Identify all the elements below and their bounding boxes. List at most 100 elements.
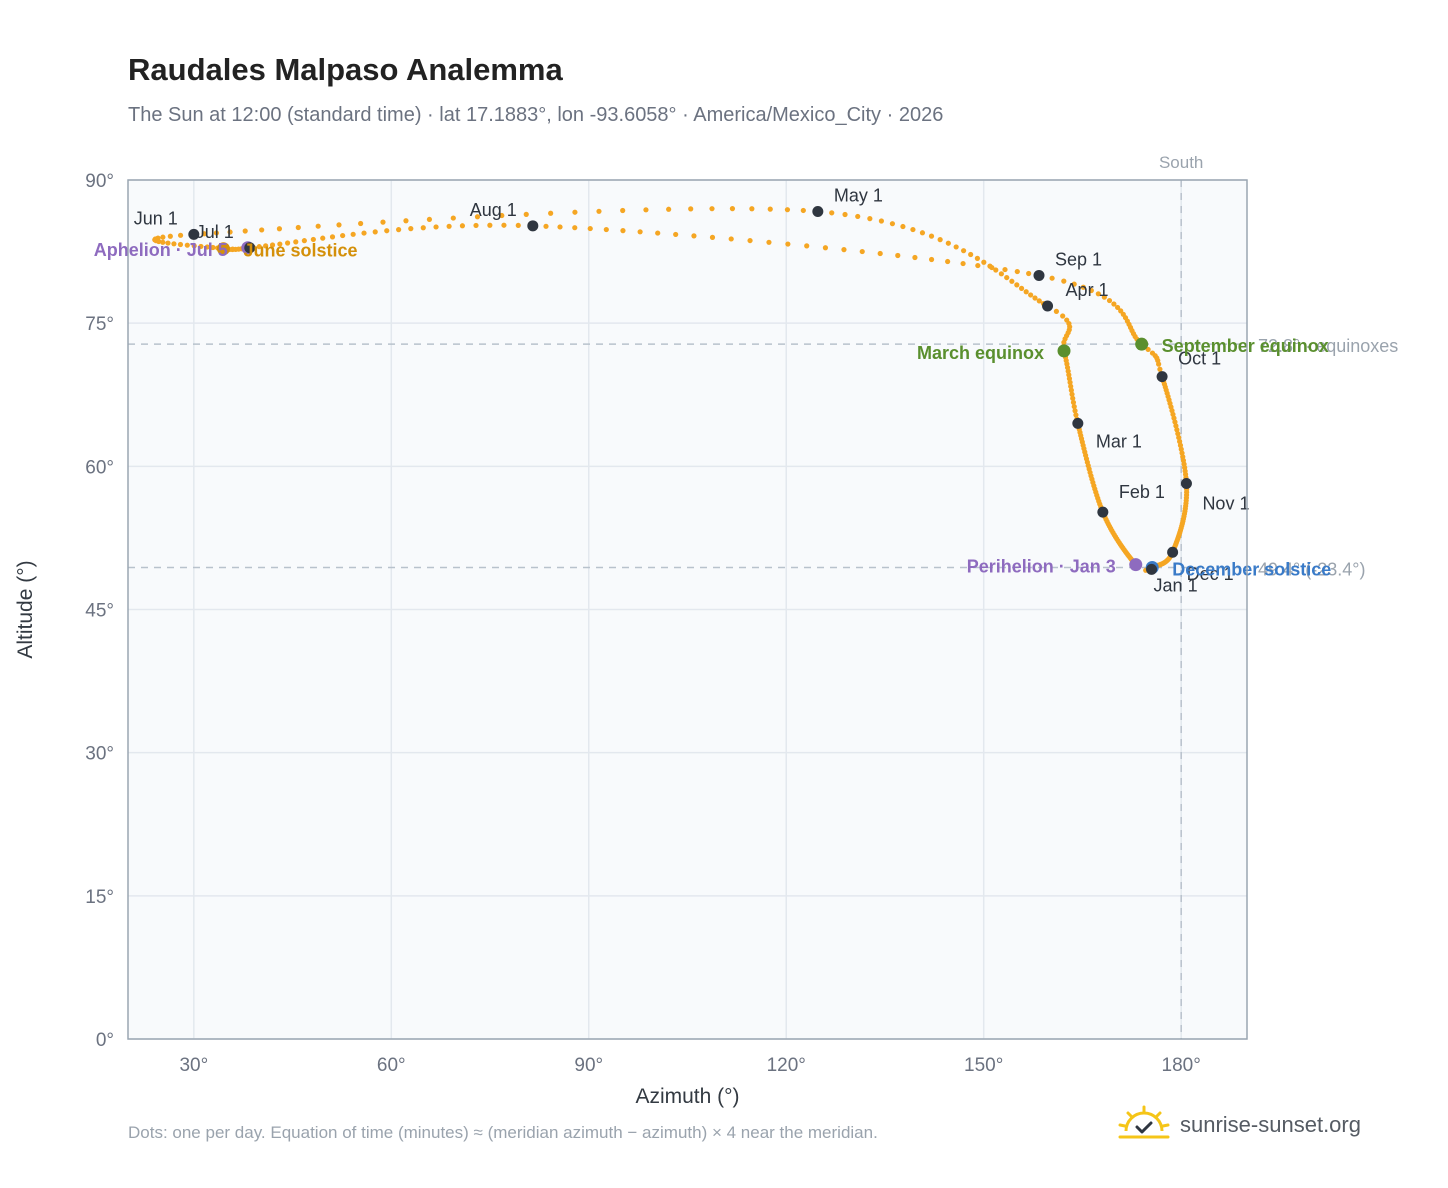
daily-dot xyxy=(1009,278,1015,284)
event-label: Perihelion · Jan 3 xyxy=(967,557,1116,577)
daily-dot xyxy=(1049,275,1055,281)
daily-dot xyxy=(1028,292,1034,298)
daily-dot xyxy=(301,238,307,244)
x-axis-title: Azimuth (°) xyxy=(635,1085,739,1108)
daily-dot xyxy=(420,225,426,231)
daily-dot xyxy=(804,243,810,249)
daily-dot xyxy=(269,242,276,248)
daily-dot xyxy=(1064,317,1070,323)
event-marker xyxy=(1129,558,1143,572)
month-marker xyxy=(1033,269,1045,281)
daily-dot xyxy=(1174,427,1180,433)
x-tick-label: 30° xyxy=(179,1055,208,1076)
daily-dot xyxy=(1068,383,1074,389)
daily-dot xyxy=(340,232,346,239)
daily-dot xyxy=(688,206,694,212)
month-label: Dec 1 xyxy=(1187,564,1234,584)
daily-dot xyxy=(981,259,987,265)
daily-dot xyxy=(974,255,981,261)
daily-dot xyxy=(747,237,753,244)
daily-dot xyxy=(160,234,166,240)
month-label: May 1 xyxy=(834,185,883,205)
daily-dot xyxy=(446,223,452,229)
daily-dot xyxy=(766,239,772,245)
daily-dot xyxy=(655,230,661,236)
daily-dot xyxy=(167,233,173,239)
month-marker xyxy=(1042,300,1054,312)
month-label: Feb 1 xyxy=(1119,482,1165,502)
south-label: South xyxy=(1159,153,1203,172)
daily-dot xyxy=(822,245,829,251)
daily-dot xyxy=(1176,434,1182,441)
month-marker xyxy=(1146,563,1158,575)
daily-dot xyxy=(487,222,493,228)
daily-dot xyxy=(361,230,367,236)
daily-dot xyxy=(968,251,974,258)
daily-dot xyxy=(198,243,204,250)
daily-dot xyxy=(227,229,233,235)
daily-dot xyxy=(242,228,248,234)
month-marker xyxy=(1097,506,1109,518)
brand-name: sunrise-sunset.org xyxy=(1180,1112,1361,1137)
event-label: June solstice xyxy=(243,241,357,261)
daily-dot xyxy=(403,218,409,224)
month-marker xyxy=(1167,546,1179,558)
daily-dot xyxy=(900,223,906,230)
daily-dot xyxy=(1080,284,1086,290)
month-label: Mar 1 xyxy=(1096,431,1142,451)
daily-dot xyxy=(749,206,755,212)
daily-dot xyxy=(1070,395,1076,401)
markers xyxy=(188,205,1192,575)
daily-dot xyxy=(1177,438,1183,445)
daily-dot xyxy=(320,235,326,241)
month-label: Jun 1 xyxy=(134,208,178,228)
month-label: Aug 1 xyxy=(470,200,517,220)
daily-dot xyxy=(643,207,649,213)
daily-dot xyxy=(426,216,433,223)
event-marker xyxy=(1135,337,1149,351)
daily-dot xyxy=(358,220,364,227)
daily-dot xyxy=(919,230,926,236)
month-marker xyxy=(812,205,824,217)
event-marker xyxy=(1057,344,1071,358)
x-tick-label: 180° xyxy=(1162,1055,1201,1076)
month-label: Apr 1 xyxy=(1066,280,1109,300)
daily-dot xyxy=(259,227,265,233)
event-label: December solstice xyxy=(1172,560,1331,580)
daily-dot xyxy=(263,243,269,249)
daily-dot xyxy=(384,228,390,234)
daily-dot xyxy=(603,226,609,233)
event-label: March equinox xyxy=(917,343,1044,363)
daily-dot xyxy=(937,237,943,243)
daily-dot xyxy=(1060,313,1066,319)
daily-dot xyxy=(989,264,995,271)
daily-dot xyxy=(572,209,578,215)
daily-dot xyxy=(450,215,456,221)
daily-dot xyxy=(501,222,507,228)
daily-dot xyxy=(473,222,479,229)
daily-dot xyxy=(1067,379,1073,386)
daily-dot xyxy=(785,241,791,247)
daily-dot xyxy=(1061,278,1067,284)
daily-dot xyxy=(784,207,791,213)
daily-dot xyxy=(1014,282,1020,288)
daily-dot xyxy=(277,241,283,247)
month-marker xyxy=(1180,478,1192,490)
daily-dot xyxy=(1073,412,1079,418)
daily-dot xyxy=(1069,391,1075,397)
brand-logo[interactable]: sunrise-sunset.org xyxy=(1118,1100,1361,1150)
daily-dot xyxy=(889,221,896,227)
plot-frame xyxy=(127,179,1248,1040)
daily-dot xyxy=(177,241,184,248)
daily-dot xyxy=(350,231,356,237)
daily-dot xyxy=(928,233,935,239)
daily-dot xyxy=(767,206,773,212)
daily-dot xyxy=(1175,431,1181,437)
daily-dot xyxy=(177,232,184,238)
x-tick-label: 120° xyxy=(767,1055,806,1076)
daily-dot xyxy=(1014,268,1020,275)
daily-dot xyxy=(855,213,861,220)
equinox-line-label: 72.8° · equinoxes xyxy=(1258,336,1398,356)
daily-dot xyxy=(728,236,734,242)
